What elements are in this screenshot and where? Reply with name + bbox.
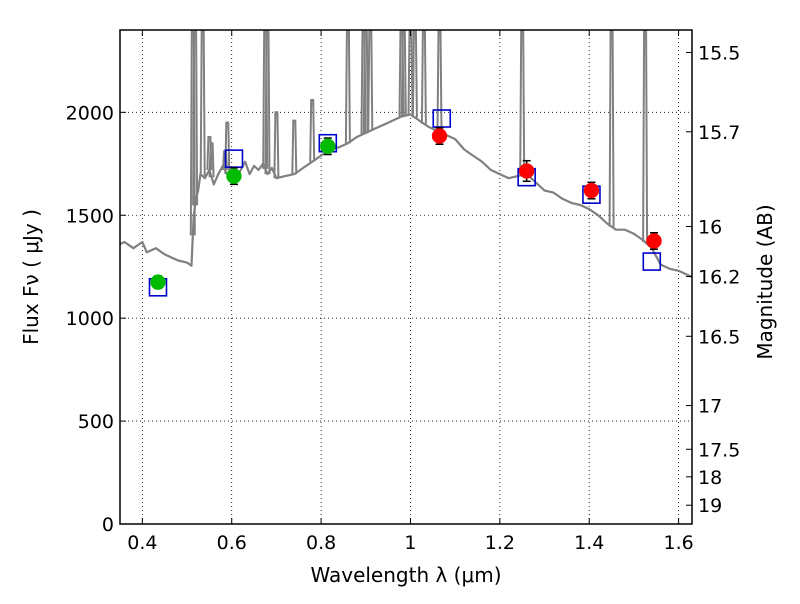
emission-line — [264, 30, 271, 175]
mag-tick-label: 17 — [698, 396, 722, 418]
x-axis-label: Wavelength λ (μm) — [310, 563, 501, 587]
emission-line — [420, 30, 427, 124]
emission-line — [192, 30, 199, 206]
emission-line — [208, 142, 215, 178]
infrared-point — [431, 128, 448, 144]
y-tick-label: 500 — [78, 411, 114, 433]
optical-point — [226, 168, 242, 184]
model-band-square — [642, 252, 662, 271]
mag-tick-label: 15.7 — [698, 122, 740, 144]
photometry-points — [148, 109, 662, 297]
model-spectrum — [120, 113, 692, 278]
emission-line — [362, 30, 369, 133]
x-tick-label: 1.4 — [574, 532, 604, 554]
mag-tick-label: 16.5 — [698, 326, 740, 348]
y-tick-label: 1000 — [66, 308, 114, 330]
infrared-point — [583, 182, 600, 199]
emission-line — [411, 30, 418, 118]
emission-line — [344, 30, 351, 144]
model-band-square — [224, 149, 244, 168]
mag-tick-label: 18 — [698, 467, 722, 489]
mag-tick-label: 19 — [698, 495, 722, 517]
emission-line — [309, 99, 316, 162]
x-tick-label: 0.4 — [127, 532, 157, 554]
y-axis-label: Flux Fν ( μJy ) — [19, 209, 43, 345]
emission-line — [642, 30, 649, 243]
mag-tick-label: 17.5 — [698, 439, 740, 461]
x-tick-label: 1.6 — [663, 532, 693, 554]
emission-line — [436, 30, 443, 132]
emission-line — [273, 111, 280, 179]
emission-line — [291, 119, 298, 175]
y2-axis-label: Magnitude (AB) — [753, 204, 777, 359]
emission-line — [400, 30, 407, 116]
x-tick-label: 1.2 — [485, 532, 515, 554]
x-tick-label: 0.6 — [217, 532, 247, 554]
emission-line — [199, 30, 206, 177]
y-tick-label: 1500 — [66, 205, 114, 227]
model-band-square — [432, 109, 452, 128]
mag-tick-label: 16.2 — [698, 267, 740, 289]
infrared-point — [518, 163, 535, 179]
x-tick-label: 1 — [404, 532, 416, 554]
mag-tick-label: 15.5 — [698, 42, 740, 64]
y-tick-label: 0 — [102, 514, 114, 536]
emission-line — [519, 30, 526, 176]
emission-line — [608, 30, 615, 227]
optical-point — [150, 274, 166, 290]
emission-line — [367, 30, 374, 131]
y-tick-label: 2000 — [66, 102, 114, 124]
model-emission-lines — [189, 30, 649, 243]
mag-tick-label: 16 — [698, 216, 722, 238]
optical-point — [320, 138, 336, 155]
emission-line — [407, 30, 414, 115]
ticks: 0.4 0.6 0.8 1 1.2 1.4 1.6 0 500 1000 1500 2000 15.5 1… — [66, 30, 740, 554]
emission-line — [224, 121, 231, 175]
model-spectrum-line — [120, 113, 692, 278]
infrared-point — [646, 233, 662, 249]
x-tick-label: 0.8 — [306, 532, 336, 554]
